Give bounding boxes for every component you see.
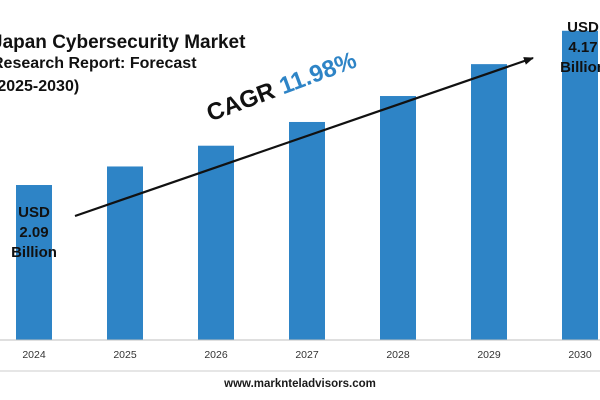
- chart-title-line-3: (2025-2030): [0, 78, 80, 95]
- bar-2028: [380, 96, 416, 341]
- bar-2029: [471, 64, 507, 341]
- last-value-label: USD 4.17 Billion: [555, 18, 600, 78]
- first-value-unit: Billion: [11, 244, 57, 261]
- bar-2026: [198, 145, 234, 340]
- first-value-number: 2.09: [19, 224, 49, 241]
- x-tick-label: 2027: [295, 349, 319, 361]
- x-tick-label: 2026: [204, 349, 228, 361]
- footer-url: www.marknteladvisors.com: [224, 378, 376, 390]
- last-value-number: 4.17: [568, 39, 598, 56]
- last-value-unit: Billion: [560, 59, 600, 76]
- first-value-currency: USD: [18, 204, 50, 221]
- cagr-trend-arrow: [74, 56, 534, 218]
- bar-2025: [107, 166, 143, 340]
- first-value-label: USD 2.09 Billion: [6, 203, 62, 263]
- last-value-currency: USD: [567, 19, 599, 36]
- x-tick-label: 2024: [22, 349, 46, 361]
- chart-title-line-2: Research Report: Forecast: [0, 55, 197, 72]
- chart-title-line-1: Japan Cybersecurity Market: [0, 32, 246, 53]
- x-tick-label: 2030: [568, 349, 592, 361]
- x-tick-label: 2029: [477, 349, 501, 361]
- x-tick-label: 2025: [113, 349, 137, 361]
- bar-2030: [562, 30, 598, 341]
- bar-2024: [16, 185, 52, 340]
- bar-2027: [289, 121, 325, 340]
- x-tick-label: 2028: [386, 349, 410, 361]
